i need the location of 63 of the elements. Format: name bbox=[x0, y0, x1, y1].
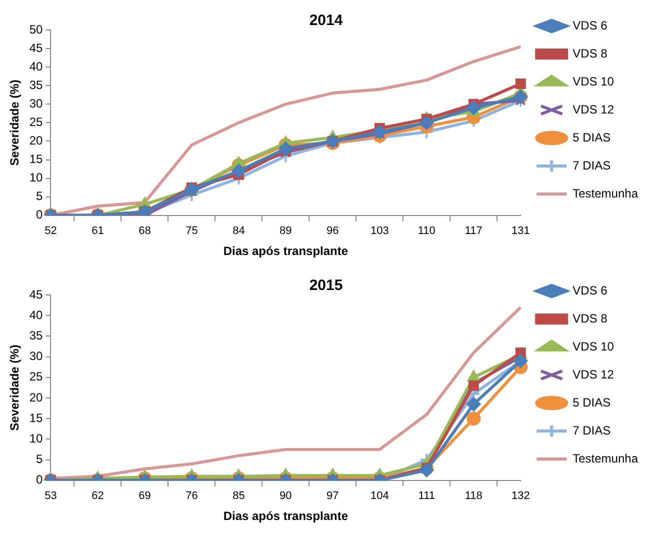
x-tick-label: 111 bbox=[418, 490, 436, 502]
y-tick-label: 35 bbox=[29, 78, 44, 92]
legend-label: 7 DIAS bbox=[572, 158, 611, 172]
y-tick-label: 25 bbox=[29, 370, 44, 384]
legend-label: VDS 12 bbox=[572, 102, 614, 116]
y-tick-label: 5 bbox=[36, 452, 44, 466]
x-tick-label: 61 bbox=[92, 225, 104, 238]
x-axis-title: Dias após transplante bbox=[223, 509, 348, 524]
y-tick-label: 10 bbox=[29, 432, 44, 446]
x-tick-label: 75 bbox=[186, 225, 198, 238]
x-tick-label: 84 bbox=[232, 225, 245, 238]
x-tick-label: 97 bbox=[326, 490, 339, 502]
legend-label: VDS 6 bbox=[572, 283, 608, 298]
x-tick-label: 53 bbox=[44, 490, 57, 502]
legend-label: VDS 6 bbox=[572, 18, 608, 32]
y-tick-label: 0 bbox=[36, 472, 44, 487]
legend-label: VDS 12 bbox=[572, 367, 614, 382]
x-tick-label: 103 bbox=[370, 225, 389, 238]
x-tick-label: 132 bbox=[511, 490, 530, 502]
chart-title: 2014 bbox=[309, 12, 344, 30]
y-tick-label: 40 bbox=[29, 308, 44, 322]
x-tick-label: 131 bbox=[511, 225, 530, 238]
x-tick-label: 90 bbox=[280, 490, 292, 502]
x-tick-label: 110 bbox=[418, 225, 436, 238]
y-tick-label: 20 bbox=[29, 134, 44, 148]
y-axis-title: Severidade (%) bbox=[8, 80, 22, 166]
x-tick-label: 68 bbox=[138, 225, 151, 238]
y-tick-label: 15 bbox=[29, 410, 44, 425]
x-tick-label: 69 bbox=[138, 490, 151, 502]
x-tick-label: 118 bbox=[464, 490, 482, 502]
legend-label: VDS 8 bbox=[572, 46, 608, 60]
y-tick-label: 30 bbox=[29, 96, 44, 110]
x-axis-title: Dias após transplante bbox=[223, 244, 348, 258]
x-tick-label: 104 bbox=[370, 490, 389, 502]
y-tick-label: 0 bbox=[36, 208, 44, 222]
legend-label: 7 DIAS bbox=[572, 423, 611, 438]
legend-label: VDS 10 bbox=[572, 74, 614, 88]
legend-label: 5 DIAS bbox=[572, 130, 611, 144]
x-tick-label: 52 bbox=[44, 225, 57, 238]
chart-title: 2015 bbox=[309, 277, 343, 294]
y-axis-title: Severidade (%) bbox=[8, 344, 22, 431]
y-tick-label: 5 bbox=[36, 189, 44, 204]
y-tick-label: 45 bbox=[29, 40, 44, 55]
legend-label: Testemunha bbox=[572, 451, 638, 466]
legend-label: 5 DIAS bbox=[572, 395, 611, 410]
y-tick-label: 25 bbox=[29, 115, 44, 130]
y-tick-label: 30 bbox=[29, 349, 44, 364]
x-tick-label: 96 bbox=[326, 225, 339, 238]
x-tick-label: 62 bbox=[92, 490, 104, 502]
y-tick-label: 45 bbox=[29, 287, 44, 302]
y-tick-label: 15 bbox=[29, 152, 44, 166]
legend-label: Testemunha bbox=[572, 186, 638, 200]
y-tick-label: 50 bbox=[29, 22, 44, 36]
x-tick-label: 117 bbox=[464, 225, 482, 238]
legend-label: VDS 8 bbox=[572, 311, 608, 326]
y-tick-label: 40 bbox=[29, 59, 44, 74]
y-tick-label: 20 bbox=[29, 390, 44, 404]
y-tick-label: 35 bbox=[29, 328, 44, 343]
x-tick-label: 85 bbox=[232, 490, 245, 502]
y-tick-label: 10 bbox=[29, 170, 44, 185]
x-tick-label: 76 bbox=[186, 490, 198, 502]
x-tick-label: 89 bbox=[280, 225, 292, 238]
legend-label: VDS 10 bbox=[572, 339, 614, 354]
